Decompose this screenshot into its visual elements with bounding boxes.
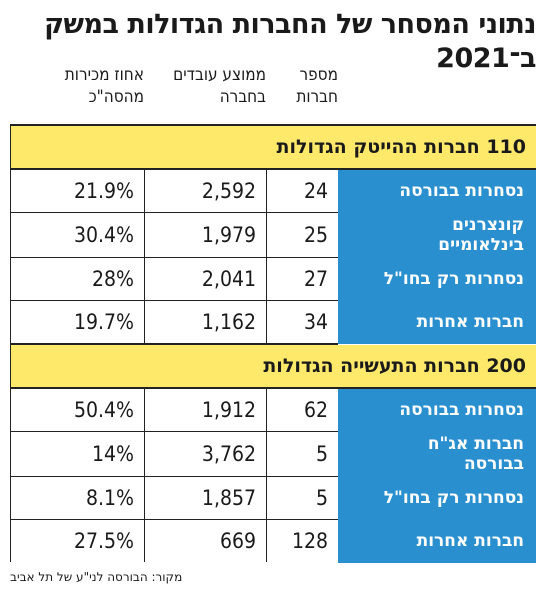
table-row: חברות אחרות 128 669 27.5% <box>11 520 536 564</box>
cell-companies: 5 <box>266 477 338 519</box>
row-label: נסחרות רק בחו"ל <box>338 258 536 302</box>
header-percent: אחוז מכירות מהסה"כ <box>64 65 144 107</box>
cell-percent: 30.4% <box>73 223 134 247</box>
source-note: מקור: הבורסה לני"ע של תל אביב <box>10 570 536 584</box>
table-row: נסחרות בבורסה 24 2,592 21.9% <box>11 170 536 214</box>
cell-percent: 50.4% <box>73 398 134 422</box>
cell-employees: 1,979 <box>144 213 266 257</box>
cell-employees: 2,592 <box>144 170 266 212</box>
cell-percent: 19.7% <box>73 310 134 334</box>
header-companies: מספר חברות <box>296 65 338 107</box>
cell-percent: 14% <box>92 442 134 466</box>
cell-employees: 2,041 <box>144 258 266 300</box>
data-table: 110 חברות ההייטק הגדולות נסחרות בבורסה 2… <box>10 124 536 564</box>
page-title: נתוני המסחר של החברות הגדולות במשק ב־202… <box>44 9 536 74</box>
cell-employees: 3,762 <box>144 432 266 476</box>
header-employees: ממוצע עובדים בחברה <box>173 65 266 107</box>
table-row: חברות אג"ח בבורסה 5 3,762 14% <box>11 432 536 478</box>
cell-percent: 21.9% <box>73 179 134 203</box>
cell-companies: 27 <box>266 258 338 300</box>
cell-employees: 669 <box>144 520 266 562</box>
table-row: קונצרנים בינלאומיים 25 1,979 30.4% <box>11 213 536 259</box>
cell-employees: 1,912 <box>144 389 266 431</box>
table-row: נסחרות רק בחו"ל 5 1,857 8.1% <box>11 477 536 521</box>
cell-percent: 8.1% <box>86 486 134 510</box>
row-label: נסחרות רק בחו"ל <box>338 477 536 521</box>
cell-employees: 1,162 <box>144 301 266 343</box>
table-row: חברות אחרות 34 1,162 19.7% <box>11 301 536 345</box>
cell-companies: 25 <box>266 213 338 257</box>
cell-percent: 27.5% <box>73 529 134 553</box>
cell-companies: 24 <box>266 170 338 212</box>
cell-companies: 128 <box>266 520 338 562</box>
row-label: נסחרות בבורסה <box>338 170 536 214</box>
cell-companies: 62 <box>266 389 338 431</box>
table-row: נסחרות רק בחו"ל 27 2,041 28% <box>11 258 536 302</box>
cell-companies: 34 <box>266 301 338 343</box>
table-row: נסחרות בבורסה 62 1,912 50.4% <box>11 389 536 433</box>
column-headers: מספר חברות ממוצע עובדים בחברה אחוז מכירו… <box>10 64 536 120</box>
row-label: חברות אחרות <box>338 520 536 564</box>
header-spacer <box>338 64 536 120</box>
cell-companies: 5 <box>266 432 338 476</box>
row-label: חברות אחרות <box>338 301 536 345</box>
row-label: נסחרות בבורסה <box>338 389 536 433</box>
section-header-hitech: 110 חברות ההייטק הגדולות <box>11 124 536 170</box>
row-label: חברות אג"ח בבורסה <box>338 432 536 478</box>
cell-percent: 28% <box>92 267 134 291</box>
cell-employees: 1,857 <box>144 477 266 519</box>
row-label: קונצרנים בינלאומיים <box>338 213 536 259</box>
source-text: מקור: הבורסה לני"ע של תל אביב <box>10 570 183 584</box>
section-header-industry: 200 חברות התעשייה הגדולות <box>11 343 536 389</box>
